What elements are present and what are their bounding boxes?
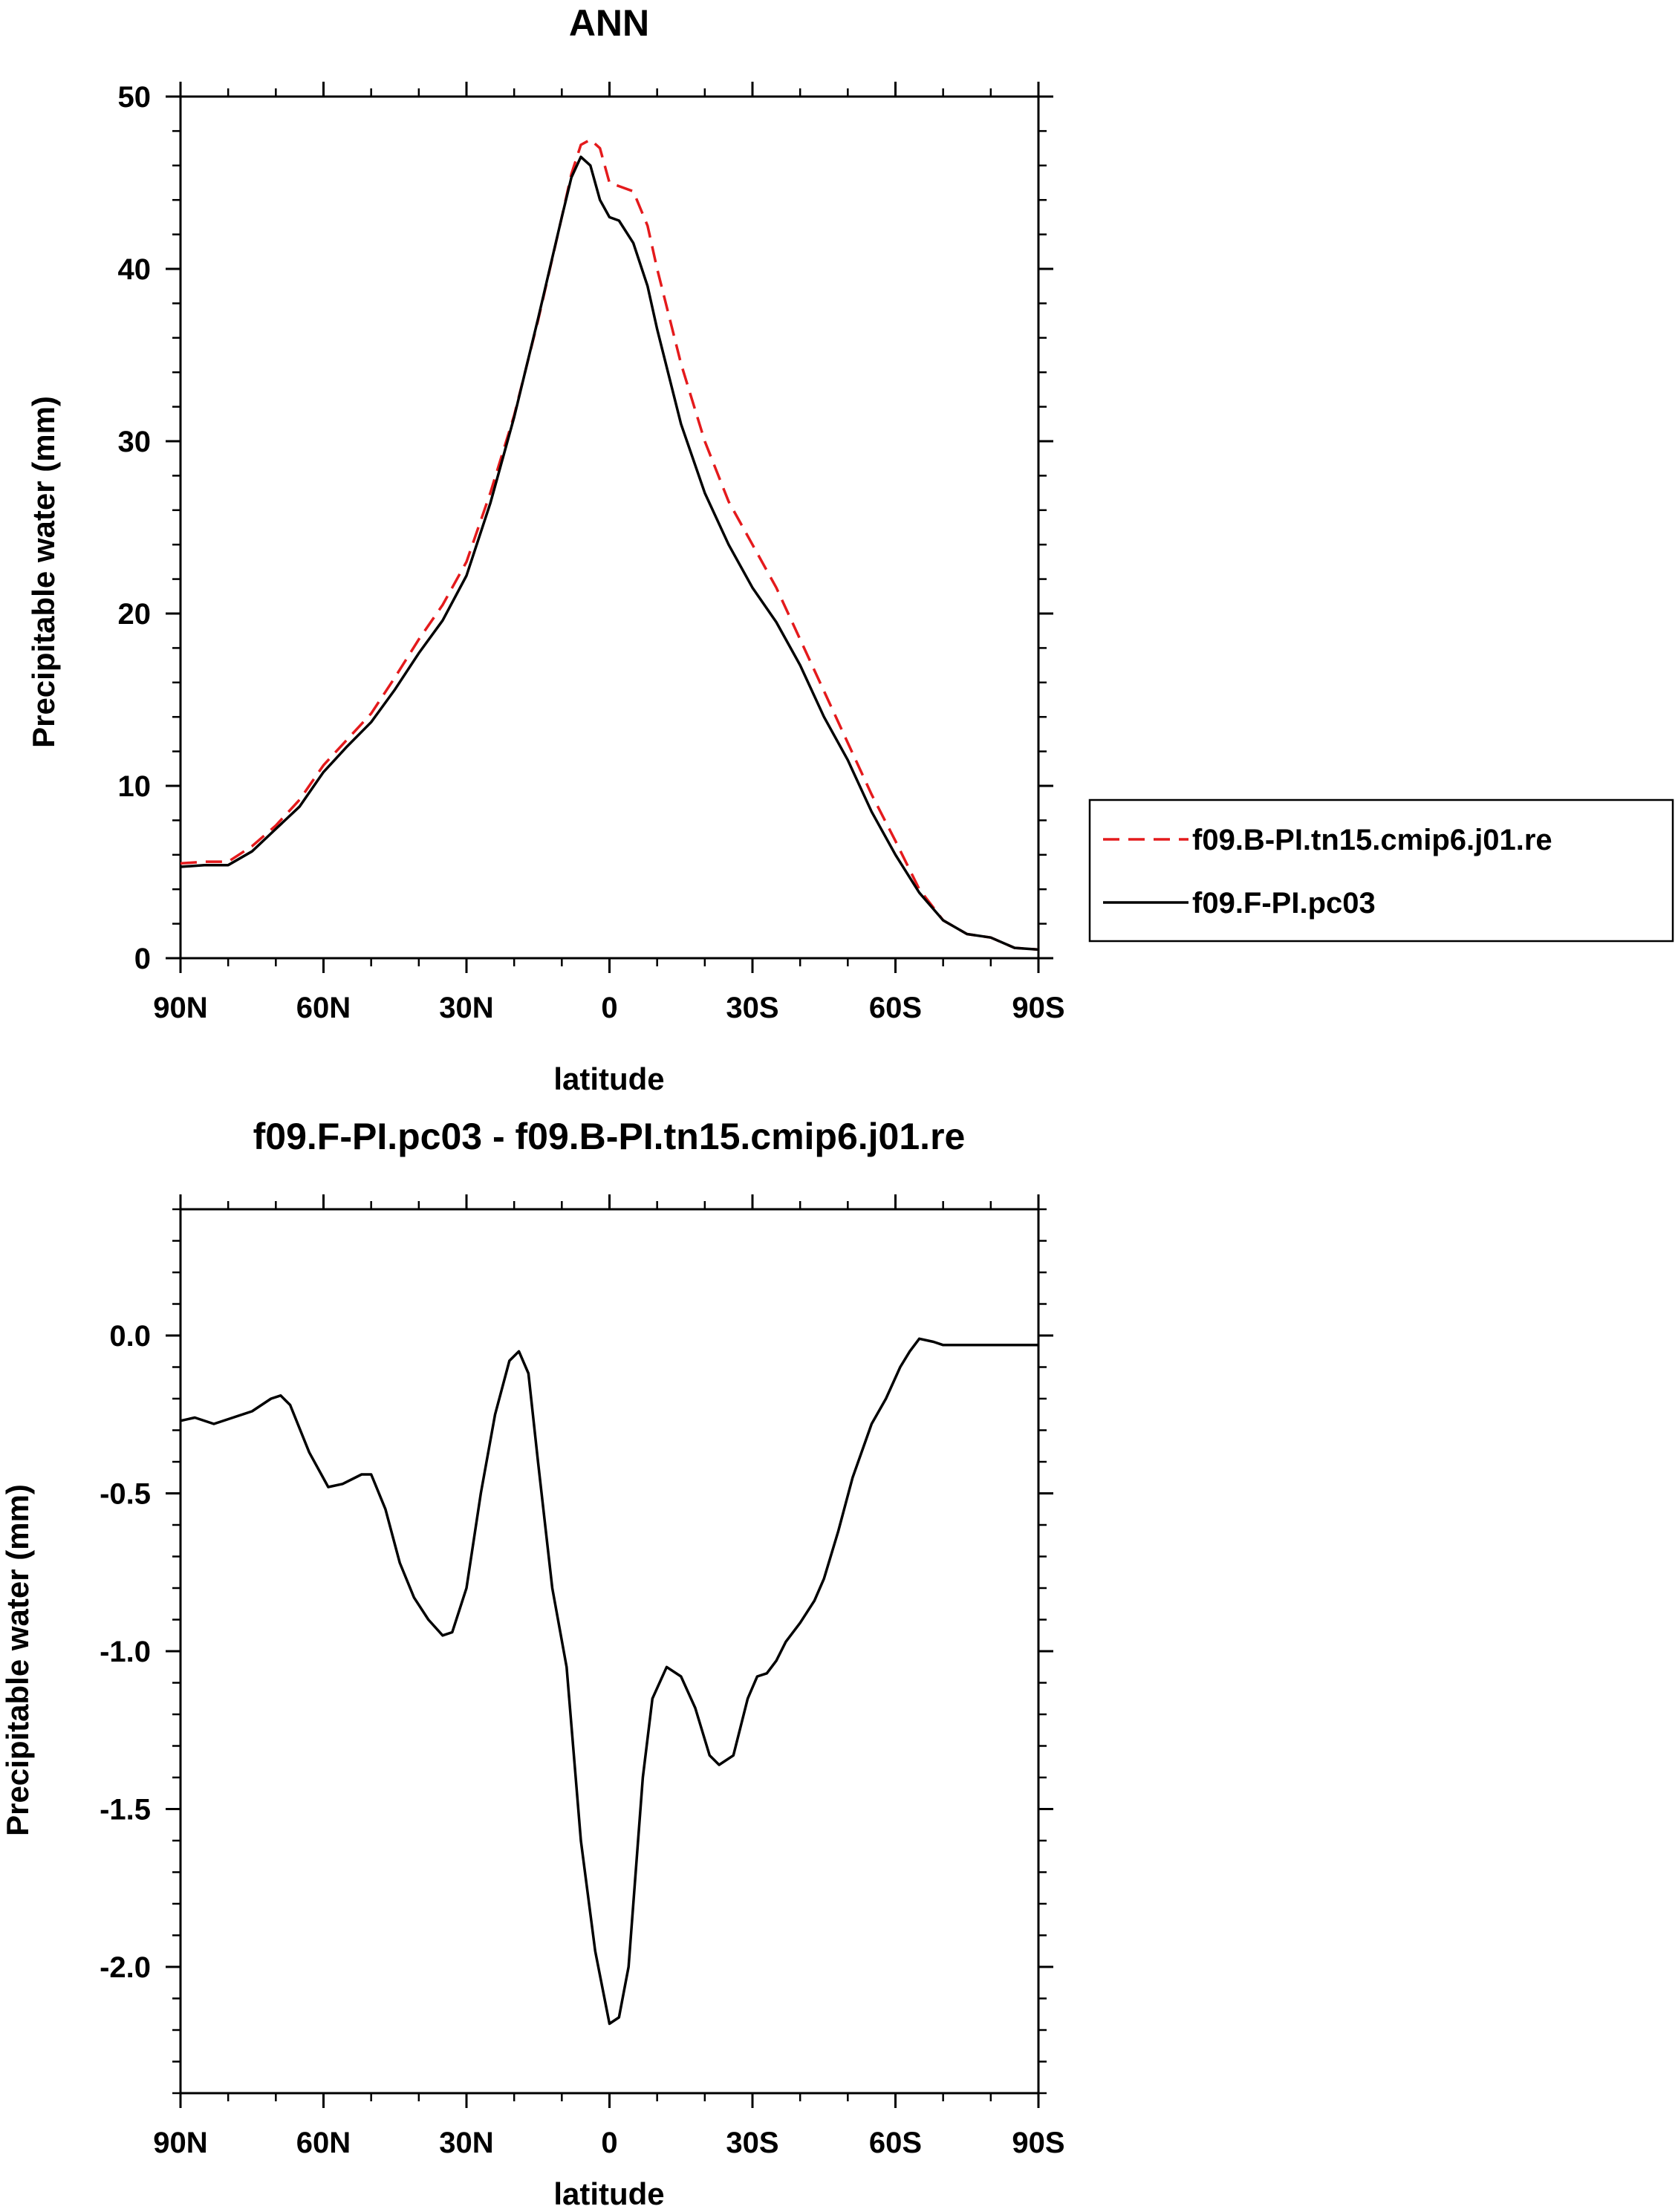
x-tick-label: 90S	[1012, 2127, 1064, 2159]
x-tick-label: 30N	[439, 2127, 493, 2159]
top-chart-axes: 90N 60N 30N 0 30S 60S 90S 0 10 20 30 40 50	[118, 81, 1065, 1024]
legend: f09.B-PI.tn15.cmip6.j01.re f09.F-PI.pc03	[1088, 798, 1674, 943]
y-tick-label: 20	[118, 598, 152, 631]
series-line-0	[180, 138, 1039, 952]
y-tick-label: 10	[118, 770, 152, 803]
x-tick-label: 30N	[439, 992, 493, 1024]
y-tick-label: -0.5	[100, 1478, 151, 1511]
top-chart-title: ANN	[569, 2, 649, 44]
bottom-chart-axes: 90N 60N 30N 0 30S 60S 90S 0.0 -0.5 -1.0 -1.5 -2.0	[100, 1194, 1065, 2159]
series-line-1	[180, 155, 1039, 952]
top-chart: ANN Precipitable water (mm) latitude 90N…	[26, 2, 1065, 1096]
x-tick-label: 60S	[869, 992, 922, 1024]
x-tick-label: 90N	[153, 992, 207, 1024]
top-chart-ylabel: Precipitable water (mm)	[26, 396, 61, 748]
legend-label-1: f09.F-PI.pc03	[1192, 887, 1376, 920]
y-tick-label: 50	[118, 81, 152, 114]
y-tick-label: 0	[134, 943, 151, 975]
y-tick-label: -2.0	[100, 1951, 151, 1984]
legend-box	[1088, 798, 1674, 943]
y-tick-label: -1.5	[100, 1794, 151, 1826]
legend-label-0: f09.B-PI.tn15.cmip6.j01.re	[1192, 824, 1552, 856]
series-line-0	[180, 1337, 1038, 2026]
y-tick-label: 30	[118, 426, 152, 458]
top-chart-xlabel: latitude	[553, 1061, 664, 1096]
plot-frame	[179, 1208, 1040, 2095]
x-tick-label: 90S	[1012, 992, 1064, 1024]
x-tick-label: 60S	[869, 2127, 922, 2159]
bottom-chart-series	[180, 1337, 1038, 2026]
x-tick-label: 90N	[153, 2127, 207, 2159]
y-tick-label: -1.0	[100, 1636, 151, 1668]
plot-frame	[179, 95, 1040, 960]
x-tick-label: 60N	[296, 992, 351, 1024]
y-tick-label: 40	[118, 253, 152, 286]
bottom-chart-ylabel: Precipitable water (mm)	[0, 1484, 35, 1836]
top-chart-series	[180, 138, 1039, 952]
bottom-chart-title: f09.F-PI.pc03 - f09.B-PI.tn15.cmip6.j01.…	[253, 1116, 966, 1157]
y-tick-label: 0.0	[109, 1320, 151, 1353]
x-tick-label: 30S	[726, 992, 778, 1024]
x-tick-label: 0	[601, 992, 617, 1024]
bottom-chart-xlabel: latitude	[553, 2176, 664, 2211]
x-tick-label: 60N	[296, 2127, 351, 2159]
x-tick-label: 30S	[726, 2127, 778, 2159]
bottom-chart: f09.F-PI.pc03 - f09.B-PI.tn15.cmip6.j01.…	[0, 1116, 1065, 2211]
x-tick-label: 0	[601, 2127, 617, 2159]
